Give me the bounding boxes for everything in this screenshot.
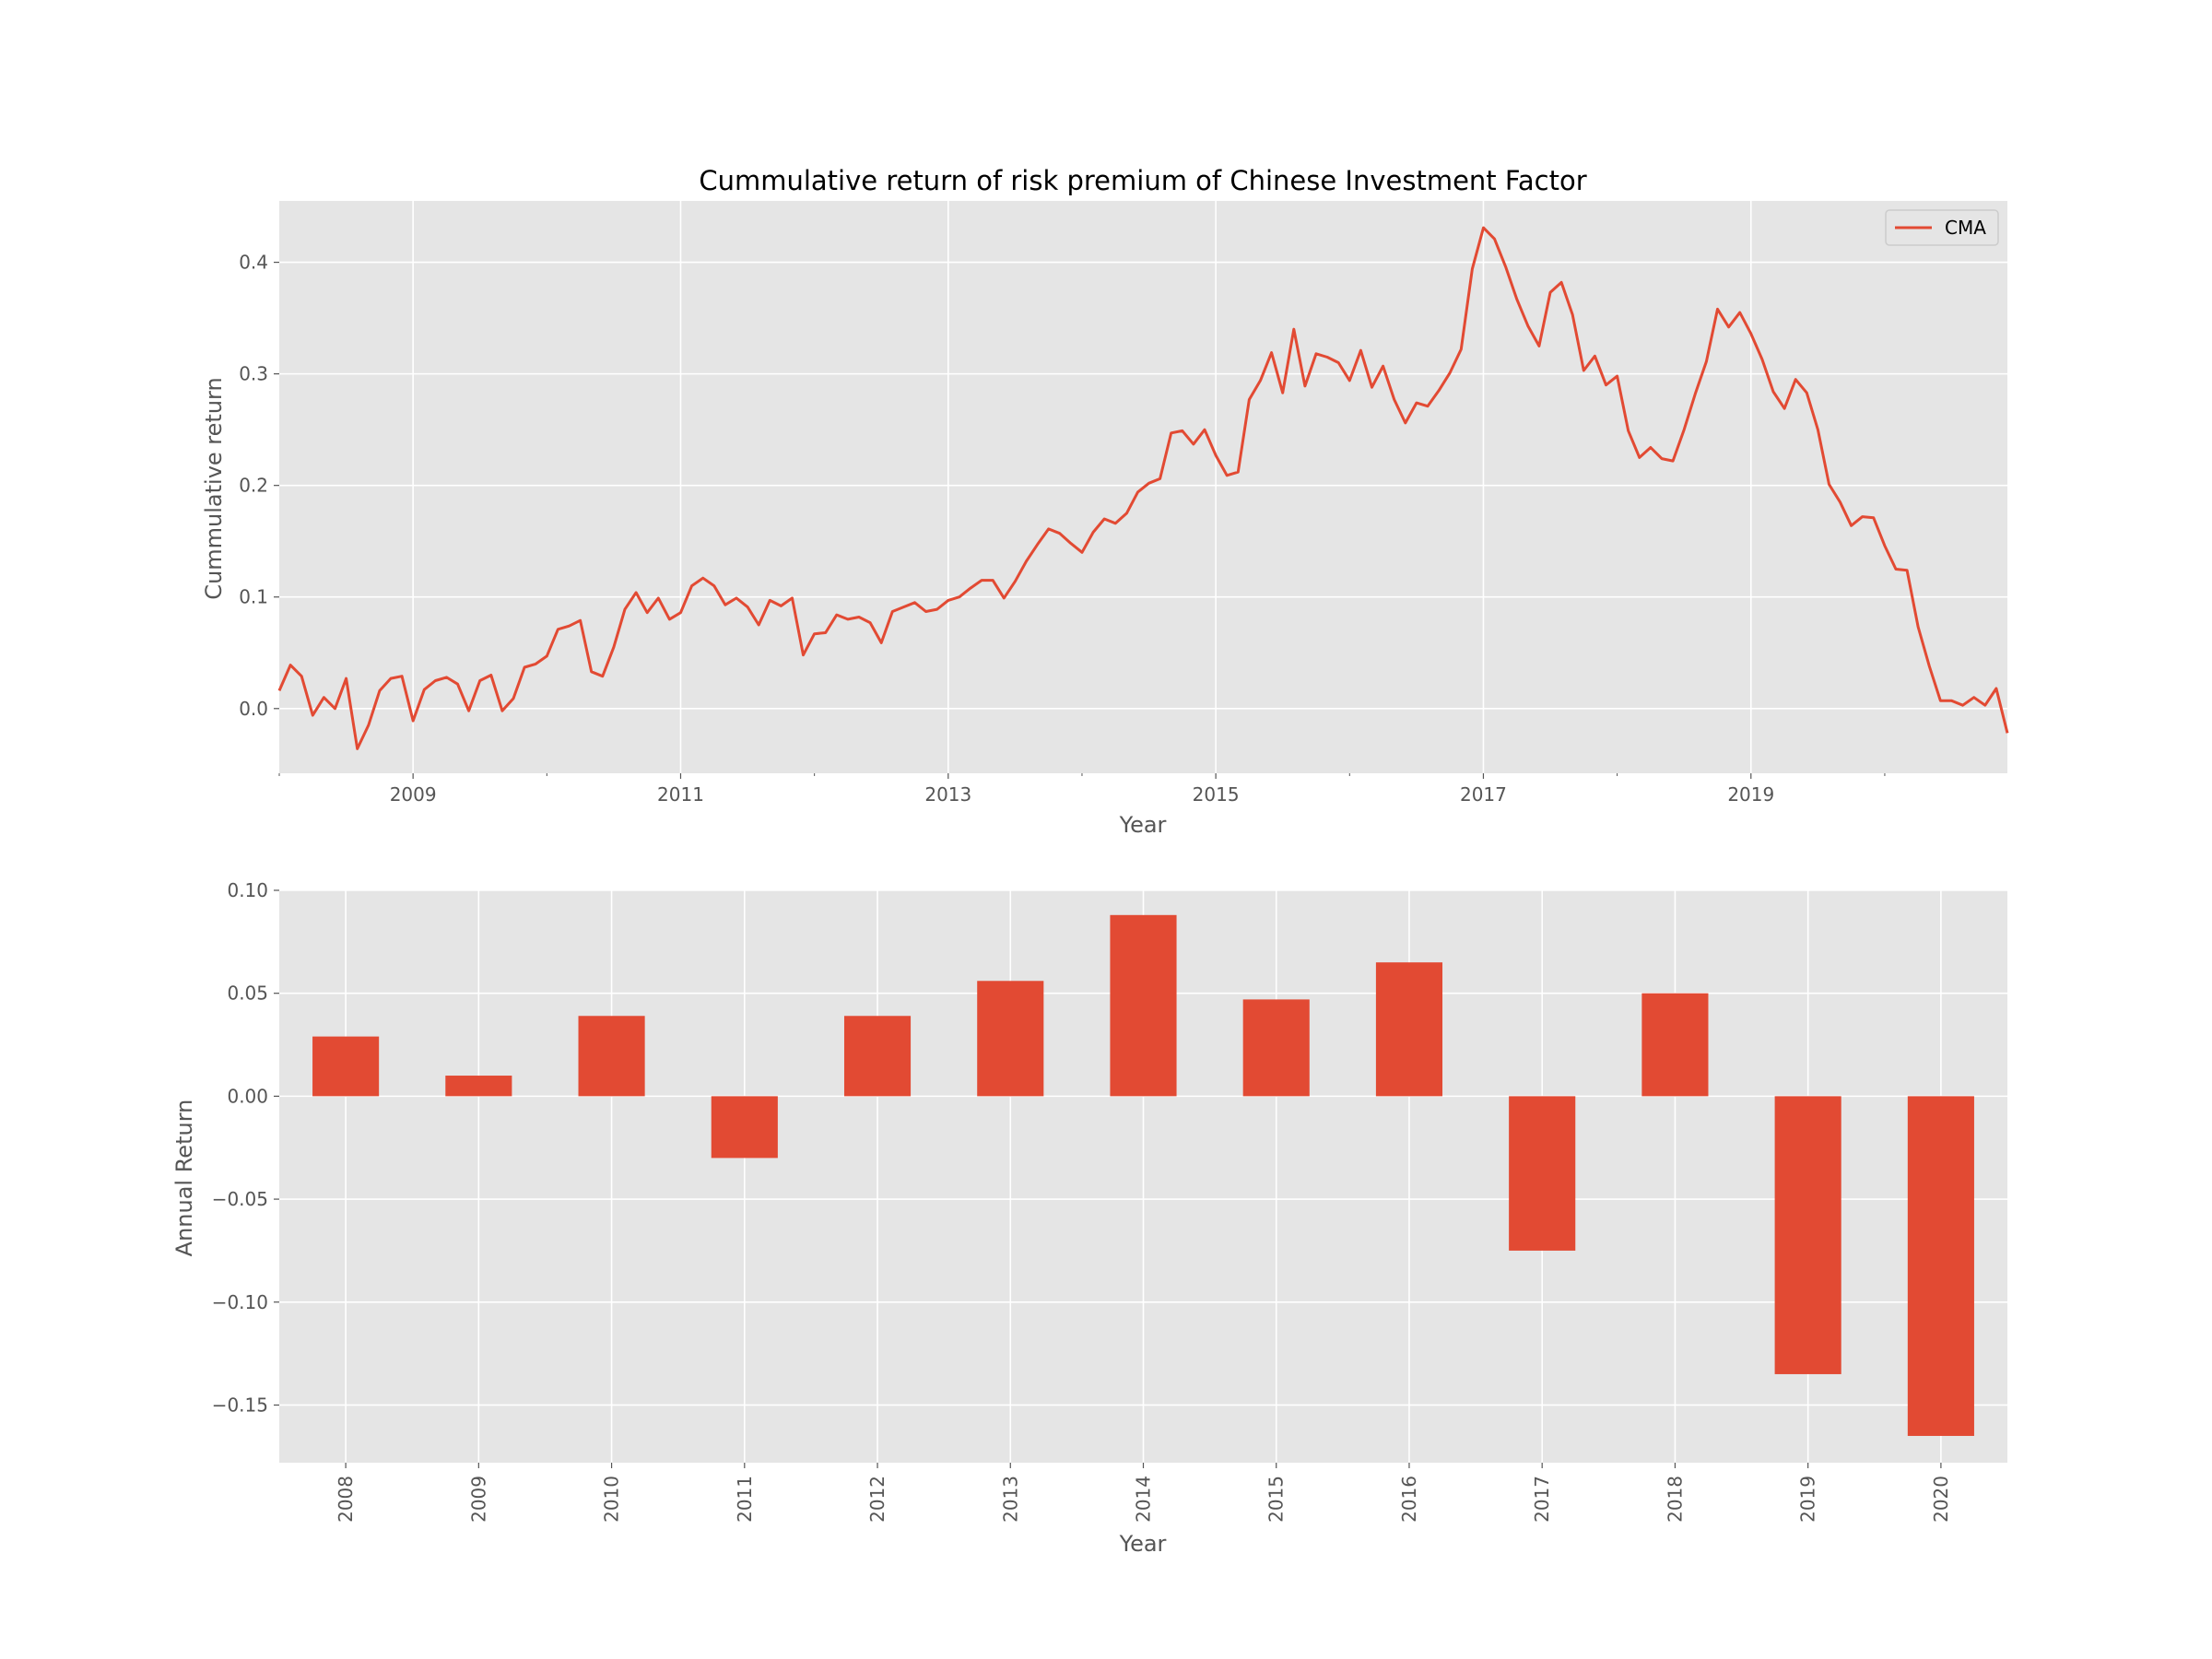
bar-2016 bbox=[1375, 962, 1443, 1097]
bottom-y-tick-label: −0.05 bbox=[212, 1188, 268, 1210]
bottom-x-tick-label: 2018 bbox=[1664, 1476, 1686, 1523]
bar-2014 bbox=[1110, 914, 1177, 1097]
chart-title: Cummulative return of risk premium of Ch… bbox=[699, 165, 1586, 196]
bottom-y-tick-label: −0.15 bbox=[212, 1394, 268, 1416]
bar-2011 bbox=[711, 1096, 778, 1159]
bar-2015 bbox=[1242, 999, 1310, 1097]
top-y-tick-label: 0.2 bbox=[239, 475, 268, 497]
bar-2019 bbox=[1774, 1096, 1841, 1374]
bottom-x-tick-label: 2011 bbox=[734, 1476, 756, 1523]
bottom-x-tick-label: 2010 bbox=[601, 1476, 623, 1523]
top-ticks: 0.0 0.1 0.2 0.3 0.4 2009 2011 2013 2015 2017 2019 bbox=[239, 252, 1886, 806]
bottom-x-tick-label: 2012 bbox=[866, 1476, 888, 1523]
bottom-bars bbox=[312, 914, 1974, 1436]
bottom-x-tick-label: 2019 bbox=[1797, 1476, 1819, 1523]
bar-2020 bbox=[1907, 1096, 1974, 1436]
top-y-axis-label: Cummulative return bbox=[201, 377, 227, 599]
bottom-x-tick-label: 2014 bbox=[1133, 1476, 1155, 1523]
top-x-tick-label: 2019 bbox=[1727, 783, 1774, 806]
bottom-x-tick-label: 2008 bbox=[335, 1476, 357, 1523]
top-y-tick-label: 0.0 bbox=[239, 698, 268, 720]
bar-2009 bbox=[445, 1076, 512, 1097]
bar-2017 bbox=[1509, 1096, 1576, 1251]
bottom-y-tick-label: 0.00 bbox=[227, 1085, 268, 1107]
bar-2013 bbox=[977, 981, 1044, 1097]
bar-2012 bbox=[843, 1016, 912, 1097]
bar-2008 bbox=[312, 1036, 380, 1097]
legend-label-cma: CMA bbox=[1945, 217, 1986, 239]
bottom-x-tick-label: 2009 bbox=[467, 1476, 489, 1523]
top-x-tick-label: 2015 bbox=[1193, 783, 1240, 806]
bottom-x-axis-label: Year bbox=[1119, 1531, 1167, 1557]
top-x-tick-label: 2011 bbox=[657, 783, 704, 806]
top-x-axis-label: Year bbox=[1119, 812, 1167, 838]
top-y-tick-label: 0.1 bbox=[239, 586, 268, 608]
top-y-tick-label: 0.4 bbox=[239, 252, 268, 274]
cma-series-line bbox=[277, 226, 2009, 750]
top-x-tick-label: 2017 bbox=[1460, 783, 1507, 806]
bottom-x-tick-label: 2016 bbox=[1398, 1476, 1420, 1523]
bar-2018 bbox=[1641, 993, 1709, 1097]
bottom-y-axis-label: Annual Return bbox=[171, 1100, 197, 1257]
top-y-tick-label: 0.3 bbox=[239, 363, 268, 385]
legend: CMA bbox=[1885, 209, 1999, 246]
bottom-x-tick-label: 2017 bbox=[1531, 1476, 1553, 1523]
top-grid bbox=[279, 201, 2007, 773]
bottom-ticks: 0.10 0.05 0.00 −0.05 −0.10 −0.15 2008 2009 2010 2… bbox=[212, 879, 1952, 1523]
bar-2010 bbox=[578, 1016, 645, 1097]
bottom-y-tick-label: 0.10 bbox=[227, 879, 268, 901]
bottom-x-tick-label: 2015 bbox=[1265, 1476, 1288, 1523]
bottom-x-tick-label: 2020 bbox=[1930, 1476, 1952, 1523]
bottom-x-tick-label: 2013 bbox=[999, 1476, 1021, 1523]
top-x-tick-label: 2013 bbox=[924, 783, 971, 806]
top-x-tick-label: 2009 bbox=[390, 783, 437, 806]
bottom-y-tick-label: −0.10 bbox=[212, 1291, 268, 1313]
legend-box bbox=[1885, 209, 1999, 246]
annual-return-chart: 0.10 0.05 0.00 −0.05 −0.10 −0.15 2008 2009 2010 2… bbox=[171, 879, 2007, 1557]
bottom-y-tick-label: 0.05 bbox=[227, 982, 268, 1005]
